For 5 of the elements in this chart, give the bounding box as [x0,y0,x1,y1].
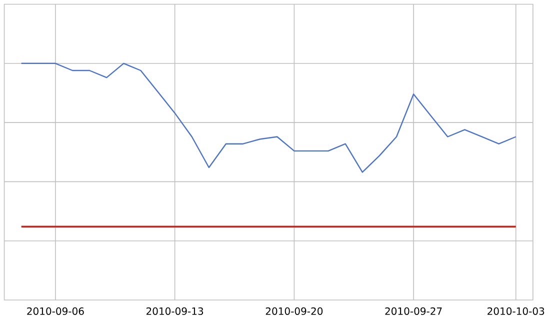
x-tick-label: 2010-09-13 [146,307,204,315]
x-tick-label: 2010-09-27 [385,307,442,315]
x-tick-label: 2010-10-03 [488,307,544,315]
x-tick-label: 2010-09-06 [27,307,84,315]
x-tick-label: 2010-09-20 [266,307,323,315]
